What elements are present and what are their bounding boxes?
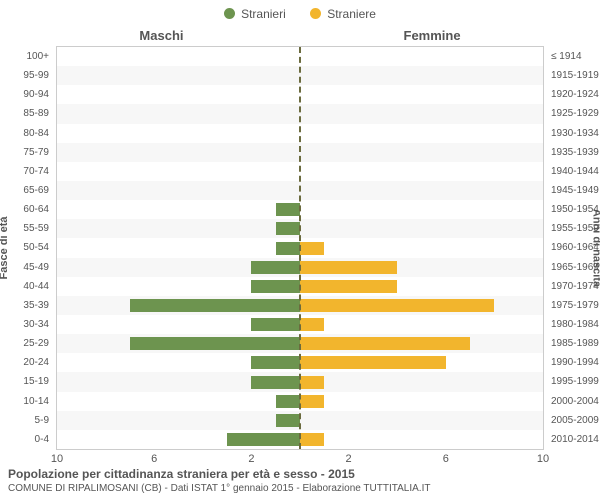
birth-year-label: 1950-1954 (547, 200, 599, 219)
bar-male (276, 395, 300, 408)
bar-female (300, 376, 324, 389)
age-band-label: 80-84 (1, 124, 53, 143)
bar-female (300, 433, 324, 446)
chart-area: Fasce di età Anni di nascita 100+≤ 19149… (56, 46, 544, 450)
bar-male (130, 299, 300, 312)
x-tick-label: 10 (51, 453, 63, 465)
age-band-label: 55-59 (1, 219, 53, 238)
birth-year-label: 1930-1934 (547, 124, 599, 143)
x-tick-label: 2 (248, 453, 254, 465)
footer-title: Popolazione per cittadinanza straniera p… (8, 467, 592, 481)
bar-male (227, 433, 300, 446)
birth-year-label: 1925-1929 (547, 104, 599, 123)
birth-year-label: 1955-1959 (547, 219, 599, 238)
age-band-label: 30-34 (1, 315, 53, 334)
age-band-label: 75-79 (1, 143, 53, 162)
bar-female (300, 299, 494, 312)
bar-male (251, 376, 300, 389)
bar-male (130, 337, 300, 350)
bar-female (300, 242, 324, 255)
legend-female-dot (310, 8, 321, 19)
bar-male (251, 261, 300, 274)
birth-year-label: 1990-1994 (547, 353, 599, 372)
center-divider (299, 47, 301, 449)
age-band-label: 15-19 (1, 372, 53, 391)
birth-year-label: 1940-1944 (547, 162, 599, 181)
age-band-label: 40-44 (1, 277, 53, 296)
birth-year-label: 1985-1989 (547, 334, 599, 353)
birth-year-label: 1960-1964 (547, 238, 599, 257)
legend-male-dot (224, 8, 235, 19)
age-band-label: 10-14 (1, 392, 53, 411)
bar-male (251, 280, 300, 293)
age-band-label: 70-74 (1, 162, 53, 181)
footer-source: COMUNE DI RIPALIMOSANI (CB) - Dati ISTAT… (8, 483, 592, 494)
birth-year-label: 1975-1979 (547, 296, 599, 315)
footer: Popolazione per cittadinanza straniera p… (8, 467, 592, 494)
age-band-label: 45-49 (1, 258, 53, 277)
age-band-label: 35-39 (1, 296, 53, 315)
birth-year-label: 2000-2004 (547, 392, 599, 411)
legend-male: Stranieri (224, 7, 286, 21)
birth-year-label: 1935-1939 (547, 143, 599, 162)
x-tick-label: 2 (346, 453, 352, 465)
birth-year-label: ≤ 1914 (547, 47, 599, 66)
bar-female (300, 356, 446, 369)
bar-female (300, 395, 324, 408)
legend-female: Straniere (310, 7, 376, 21)
age-band-label: 100+ (1, 47, 53, 66)
birth-year-label: 1945-1949 (547, 181, 599, 200)
birth-year-label: 1980-1984 (547, 315, 599, 334)
age-band-label: 5-9 (1, 411, 53, 430)
legend-female-label: Straniere (327, 7, 376, 21)
x-tick-label: 10 (537, 453, 549, 465)
bar-female (300, 280, 397, 293)
bar-female (300, 261, 397, 274)
bar-female (300, 337, 470, 350)
age-band-label: 95-99 (1, 66, 53, 85)
bar-male (276, 222, 300, 235)
age-band-label: 85-89 (1, 104, 53, 123)
bar-male (276, 203, 300, 216)
bar-male (276, 414, 300, 427)
birth-year-label: 1965-1969 (547, 258, 599, 277)
birth-year-label: 2010-2014 (547, 430, 599, 449)
birth-year-label: 1970-1974 (547, 277, 599, 296)
x-tick-label: 6 (151, 453, 157, 465)
age-band-label: 20-24 (1, 353, 53, 372)
age-band-label: 60-64 (1, 200, 53, 219)
age-band-label: 50-54 (1, 238, 53, 257)
gender-headers: Maschi Femmine (0, 28, 600, 43)
birth-year-label: 1995-1999 (547, 372, 599, 391)
legend-male-label: Stranieri (241, 7, 286, 21)
x-tick-label: 6 (443, 453, 449, 465)
age-band-label: 90-94 (1, 85, 53, 104)
bar-male (276, 242, 300, 255)
birth-year-label: 2005-2009 (547, 411, 599, 430)
bar-male (251, 318, 300, 331)
birth-year-label: 1915-1919 (547, 66, 599, 85)
header-female: Femmine (404, 28, 461, 43)
legend: Stranieri Straniere (0, 6, 600, 24)
plot: 100+≤ 191495-991915-191990-941920-192485… (56, 46, 544, 450)
bar-female (300, 318, 324, 331)
age-band-label: 25-29 (1, 334, 53, 353)
birth-year-label: 1920-1924 (547, 85, 599, 104)
bar-male (251, 356, 300, 369)
header-male: Maschi (139, 28, 183, 43)
age-band-label: 0-4 (1, 430, 53, 449)
age-band-label: 65-69 (1, 181, 53, 200)
